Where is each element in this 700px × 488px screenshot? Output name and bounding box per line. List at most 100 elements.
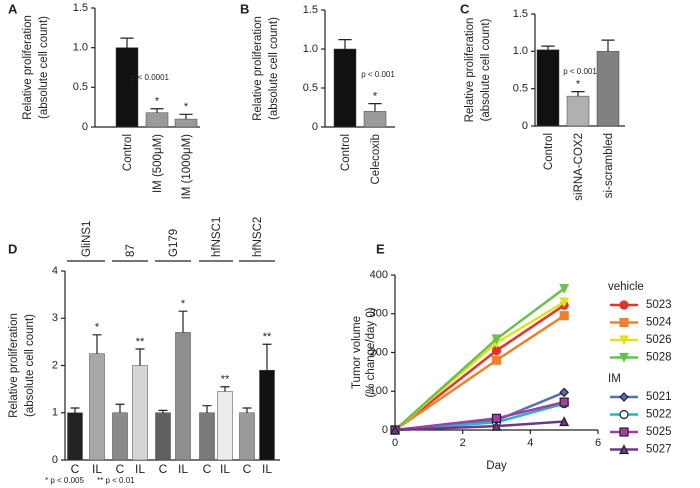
- group-label: GliNS1: [81, 221, 93, 257]
- y-tick-label: 1.0: [513, 45, 528, 57]
- significance: *: [184, 101, 189, 113]
- bar: [132, 365, 148, 461]
- y-tick-label: 0.5: [73, 81, 88, 93]
- bar: [67, 412, 83, 461]
- y-tick-label: 0: [82, 121, 88, 133]
- y-axis-label: (absolute cell count): [268, 17, 280, 120]
- panel-letter: C: [460, 1, 470, 16]
- y-tick-label: 4: [52, 265, 58, 277]
- legend-label: 5023: [646, 299, 672, 311]
- significance: **: [136, 336, 145, 348]
- y-tick-label: 1.5: [73, 2, 88, 14]
- bar: [174, 118, 198, 128]
- x-tick-label: IL: [178, 462, 188, 476]
- x-tick-label: C: [116, 462, 125, 476]
- legend-label: 5027: [646, 444, 672, 456]
- legend-label: 5028: [646, 352, 672, 364]
- x-tick-label: si-scrambled: [603, 133, 615, 198]
- significance: *: [373, 91, 378, 103]
- x-tick-label: 2: [460, 437, 466, 449]
- bar: [89, 353, 105, 461]
- bar: [596, 51, 620, 127]
- error-bar: [368, 103, 382, 112]
- y-tick-label: 1.0: [73, 42, 88, 54]
- y-axis-label: (absolute cell count): [38, 16, 50, 119]
- error-bar: [92, 334, 102, 354]
- bar: [259, 369, 275, 461]
- p-value: p < 0.0001: [131, 73, 170, 82]
- marker: [559, 397, 569, 407]
- y-tick-label: 400: [370, 269, 388, 281]
- error-bar: [179, 113, 193, 120]
- x-tick-label: C: [243, 462, 252, 476]
- error-bar: [242, 407, 252, 413]
- significance: *: [155, 96, 160, 108]
- significance: *: [181, 298, 186, 310]
- bar: [199, 412, 215, 461]
- x-tick-label: IL: [220, 462, 230, 476]
- significance: **: [221, 374, 230, 386]
- error-bar: [571, 91, 585, 97]
- panel-letter: B: [240, 1, 249, 16]
- marker: [619, 335, 629, 346]
- marker: [619, 444, 629, 455]
- x-tick-label: Control: [122, 134, 134, 171]
- marker: [491, 355, 502, 365]
- marker: [619, 427, 629, 437]
- marker: [491, 420, 502, 431]
- bar: [363, 111, 387, 128]
- p-value: p < 0.001: [361, 70, 395, 79]
- marker: [619, 300, 629, 310]
- bar: [566, 95, 590, 127]
- error-bar: [115, 403, 125, 413]
- marker: [390, 424, 400, 435]
- significance: *: [95, 322, 100, 334]
- marker: [559, 283, 570, 294]
- y-axis-label: Relative proliferation: [22, 15, 34, 120]
- y-axis-label: Relative proliferation: [464, 18, 476, 123]
- panel-letter: D: [8, 241, 17, 256]
- x-tick-label: IM (1000μM): [181, 134, 193, 200]
- error-bar: [338, 39, 352, 49]
- p-value: p < 0.001: [563, 67, 597, 76]
- x-tick-label: Celecoxib: [370, 134, 382, 185]
- bar: [217, 391, 233, 461]
- x-tick-label: IM (500μM): [152, 134, 164, 193]
- marker: [619, 409, 629, 420]
- y-tick-label: 0: [312, 121, 318, 133]
- y-tick-label: 2: [52, 359, 58, 371]
- y-axis-label: Relative proliferation: [8, 313, 20, 418]
- error-bar: [202, 405, 212, 413]
- x-axis-label: Day: [486, 460, 507, 472]
- marker: [559, 311, 569, 321]
- error-bar: [541, 45, 555, 50]
- y-tick-label: 1.5: [303, 4, 318, 16]
- x-tick-label: C: [203, 462, 212, 476]
- y-tick-label: 0.5: [513, 83, 528, 95]
- marker: [619, 392, 629, 402]
- x-tick-label: IL: [262, 462, 272, 476]
- x-tick-label: C: [71, 462, 80, 476]
- error-bar: [158, 409, 168, 413]
- error-bar: [220, 386, 230, 392]
- y-axis-label: Relative proliferation: [252, 16, 264, 121]
- x-tick-label: IL: [135, 462, 145, 476]
- marker: [559, 387, 570, 398]
- x-tick-label: Control: [543, 133, 555, 170]
- error-bar: [120, 37, 134, 48]
- bar: [155, 412, 171, 461]
- error-bar: [150, 108, 164, 113]
- error-bar: [178, 310, 188, 333]
- significance: *: [576, 79, 581, 91]
- bar: [145, 112, 169, 128]
- legend-group: IM: [608, 373, 621, 385]
- y-tick-label: 1: [52, 407, 58, 419]
- footnote: ** p < 0.01: [97, 476, 135, 485]
- x-tick-label: 4: [527, 437, 533, 449]
- x-tick-label: siRNA-COX2: [573, 133, 585, 201]
- error-bar: [601, 39, 615, 52]
- line: [394, 314, 565, 432]
- panel-letter: A: [8, 1, 18, 16]
- marker: [491, 334, 502, 345]
- error-bar: [70, 407, 80, 413]
